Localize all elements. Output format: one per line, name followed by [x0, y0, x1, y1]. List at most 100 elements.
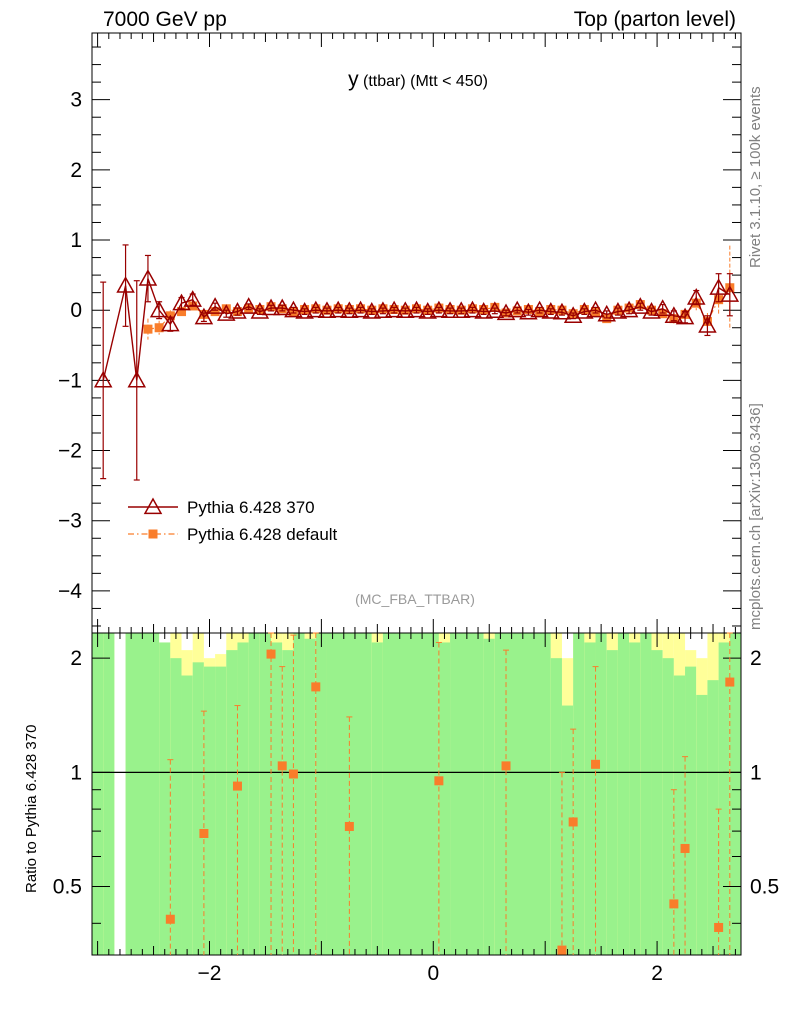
data-point-triangle: [675, 307, 695, 325]
data-point-triangle: [709, 278, 728, 295]
data-point-square: [210, 307, 220, 317]
data-point-triangle: [384, 300, 404, 318]
ratio-y-tick-label-right: 1: [750, 761, 762, 784]
data-point-triangle: [407, 300, 426, 318]
data-point-square: [658, 309, 668, 319]
ratio-frame: [91, 632, 742, 956]
ratio-band-green: [584, 642, 596, 955]
ratio-point: [344, 821, 354, 831]
data-point-triangle: [127, 370, 147, 388]
y-tick-label: −2: [58, 440, 82, 463]
ratio-band-green: [685, 666, 697, 955]
ratio-point: [288, 769, 298, 779]
ratio-y-tick-label: 1: [70, 761, 82, 784]
ratio-band-green: [293, 633, 305, 955]
data-point-triangle: [631, 297, 650, 314]
ratio-point: [277, 761, 287, 771]
data-point-triangle: [149, 300, 169, 318]
y-tick-label: 3: [70, 89, 82, 112]
ratio-y-tick-label-right: 2: [750, 647, 762, 670]
data-point-triangle: [161, 314, 180, 332]
data-point-triangle: [418, 302, 437, 319]
data-point-triangle: [720, 285, 740, 302]
ratio-band-green: [215, 666, 227, 955]
ratio-series-default: [165, 632, 735, 955]
ratio-point: [669, 899, 679, 909]
ratio-bands: [92, 633, 741, 955]
data-point-triangle: [440, 301, 460, 319]
ratio-band-green: [573, 633, 585, 955]
ratio-point: [266, 649, 276, 659]
data-point-triangle: [619, 300, 639, 318]
ratio-band-green: [550, 658, 562, 955]
data-point-triangle: [373, 301, 393, 319]
data-point-triangle: [586, 300, 605, 318]
data-point-square: [490, 302, 500, 312]
ratio-band-green: [617, 633, 630, 955]
y-tick-label: −3: [58, 510, 82, 533]
data-point-triangle: [284, 300, 303, 318]
data-point-triangle: [93, 370, 113, 388]
x-tick-label: 2: [651, 962, 663, 985]
data-point-triangle: [530, 300, 549, 318]
ratio-band-green: [718, 642, 730, 955]
ratio-band-green: [673, 675, 686, 955]
y-tick-label: −1: [58, 369, 82, 392]
series-370: [93, 244, 740, 481]
data-point-triangle: [172, 293, 191, 311]
ratio-band-green: [103, 633, 115, 955]
data-point-triangle: [552, 302, 572, 320]
data-point-triangle: [451, 301, 471, 319]
ratio-point: [434, 776, 444, 786]
series-default: [143, 245, 735, 340]
ratio-band-green: [248, 633, 260, 955]
ratio-band-green: [326, 633, 372, 955]
ratio-y-tick-label-right: 0.5: [750, 876, 779, 899]
ratio-band-green: [707, 680, 719, 955]
y-tick-label: 2: [70, 159, 82, 182]
ratio-band-green: [271, 642, 283, 955]
ratio-point: [568, 817, 578, 827]
ratio-band-green: [170, 658, 182, 955]
y-tick-label: −4: [58, 580, 82, 603]
ratio-band-green: [371, 642, 383, 955]
ratio-point: [725, 677, 735, 687]
data-point-triangle: [272, 298, 292, 316]
legend-square-default: [148, 529, 158, 539]
ratio-band-green: [651, 650, 663, 955]
data-point-triangle: [306, 300, 326, 318]
data-point-triangle: [116, 276, 135, 293]
data-point-triangle: [295, 302, 314, 319]
data-point-triangle: [328, 300, 348, 318]
data-point-triangle: [597, 304, 616, 322]
data-point-square: [154, 323, 164, 333]
legend: Pythia 6.428 370 Pythia 6.428 default: [128, 497, 338, 544]
data-point-triangle: [362, 302, 382, 319]
ratio-band-green: [226, 650, 238, 955]
ratio-band-green: [629, 642, 641, 955]
ratio-band-green: [125, 633, 160, 955]
data-point-triangle: [474, 302, 493, 319]
data-point-triangle: [138, 269, 158, 286]
ratio-point: [714, 922, 724, 932]
data-point-triangle: [485, 301, 505, 319]
ratio-band-green: [662, 658, 674, 955]
ratio-band-green: [595, 633, 607, 955]
data-point-triangle: [664, 306, 684, 323]
data-point-triangle: [519, 302, 538, 320]
legend-label-default: Pythia 6.428 default: [187, 525, 338, 544]
data-point-triangle: [429, 300, 449, 318]
data-point-triangle: [396, 301, 415, 319]
data-point-square: [602, 314, 612, 324]
data-point-triangle: [205, 297, 225, 314]
ratio-band-green: [282, 650, 294, 955]
ratio-band-green: [203, 666, 216, 955]
ratio-band-green: [450, 633, 484, 955]
data-point-triangle: [575, 302, 594, 319]
data-point-triangle: [541, 302, 561, 319]
data-point-triangle: [217, 304, 236, 321]
x-tick-label: −2: [198, 962, 222, 985]
legend-label-370: Pythia 6.428 370: [187, 498, 315, 517]
y-tick-label: 0: [70, 299, 82, 322]
ratio-y-tick-label: 2: [70, 647, 82, 670]
